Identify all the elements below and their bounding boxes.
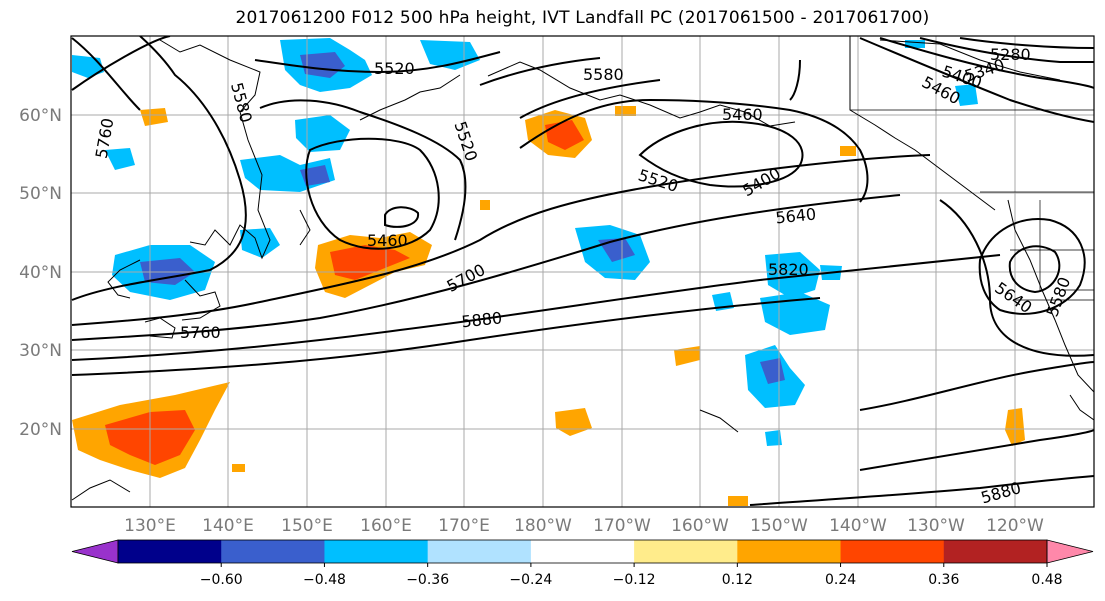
svg-text:130°W: 130°W bbox=[907, 516, 965, 536]
colorbar-segment bbox=[840, 540, 945, 563]
svg-text:170°E: 170°E bbox=[438, 516, 490, 536]
colorbar-tick-labels: −0.60 −0.48 −0.36 −0.24 −0.12 0.12 0.24 0.36 0.4… bbox=[200, 563, 1063, 588]
colorbar-segment bbox=[118, 540, 222, 563]
colorbar-extend-high bbox=[1046, 539, 1094, 564]
colorbar-tick-label: −0.60 bbox=[200, 572, 243, 588]
colorbar-segment bbox=[943, 540, 1048, 563]
svg-text:5820: 5820 bbox=[768, 260, 809, 279]
svg-text:180°W: 180°W bbox=[514, 516, 572, 536]
svg-text:120°W: 120°W bbox=[986, 516, 1044, 536]
colorbar-tick-label: 0.36 bbox=[928, 572, 959, 588]
colorbar-tick-label: −0.48 bbox=[303, 572, 346, 588]
map-frame bbox=[70, 35, 1095, 508]
svg-text:20°N: 20°N bbox=[19, 420, 62, 440]
svg-text:5460: 5460 bbox=[722, 105, 763, 124]
svg-text:5880: 5880 bbox=[461, 308, 503, 331]
colorbar-outline bbox=[117, 539, 1048, 564]
svg-text:130°E: 130°E bbox=[124, 516, 176, 536]
colorbar-tick-label: 0.12 bbox=[722, 572, 753, 588]
svg-text:140°W: 140°W bbox=[829, 516, 887, 536]
svg-text:170°W: 170°W bbox=[593, 516, 651, 536]
colorbar-tick-label: −0.12 bbox=[613, 572, 656, 588]
svg-text:150°E: 150°E bbox=[281, 516, 333, 536]
height-contours bbox=[71, 36, 1094, 506]
svg-text:150°W: 150°W bbox=[750, 516, 808, 536]
svg-text:40°N: 40°N bbox=[19, 263, 62, 283]
ivt-shading bbox=[72, 38, 1025, 506]
colorbar-segment bbox=[221, 540, 325, 563]
colorbar-segment bbox=[634, 540, 738, 563]
colorbar-extend-low bbox=[71, 539, 119, 564]
svg-text:50°N: 50°N bbox=[19, 184, 62, 204]
colorbar-segment bbox=[737, 540, 842, 563]
map-gridlines bbox=[71, 36, 1094, 507]
svg-text:5280: 5280 bbox=[990, 45, 1031, 64]
svg-text:5580: 5580 bbox=[583, 65, 624, 84]
svg-text:5760: 5760 bbox=[180, 323, 221, 342]
colorbar bbox=[71, 539, 1094, 564]
svg-text:160°W: 160°W bbox=[671, 516, 729, 536]
svg-text:140°E: 140°E bbox=[202, 516, 254, 536]
svg-text:5460: 5460 bbox=[367, 231, 408, 250]
colorbar-tick-label: −0.36 bbox=[406, 572, 449, 588]
colorbar-tick-label: 0.24 bbox=[825, 572, 856, 588]
svg-text:5520: 5520 bbox=[374, 59, 415, 78]
colorbar-segment bbox=[324, 540, 429, 563]
coastlines bbox=[71, 36, 1094, 501]
longitude-labels: 130°E 140°E 150°E 160°E 170°E 180°W 170°… bbox=[124, 516, 1044, 536]
map-title: 2017061200 F012 500 hPa height, IVT Land… bbox=[235, 8, 930, 28]
colorbar-tick-label: −0.24 bbox=[509, 572, 552, 588]
colorbar-segment bbox=[427, 540, 532, 563]
colorbar-tick-label: 0.48 bbox=[1031, 572, 1062, 588]
svg-text:60°N: 60°N bbox=[19, 106, 62, 126]
svg-text:30°N: 30°N bbox=[19, 341, 62, 361]
latitude-labels: 60°N 50°N 40°N 30°N 20°N bbox=[19, 106, 62, 440]
svg-text:5640: 5640 bbox=[775, 204, 817, 227]
colorbar-segment bbox=[530, 540, 635, 563]
svg-text:160°E: 160°E bbox=[360, 516, 412, 536]
